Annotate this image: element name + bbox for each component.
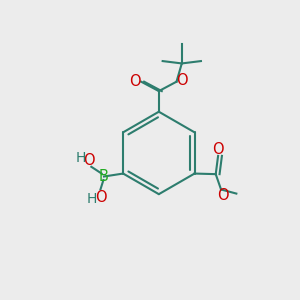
Text: O: O — [212, 142, 224, 158]
Text: O: O — [177, 73, 188, 88]
Text: H: H — [87, 193, 98, 206]
Text: O: O — [83, 152, 95, 167]
Text: O: O — [129, 74, 140, 88]
Text: B: B — [99, 169, 109, 184]
Text: O: O — [94, 190, 106, 205]
Text: O: O — [217, 188, 228, 203]
Text: H: H — [75, 151, 85, 165]
